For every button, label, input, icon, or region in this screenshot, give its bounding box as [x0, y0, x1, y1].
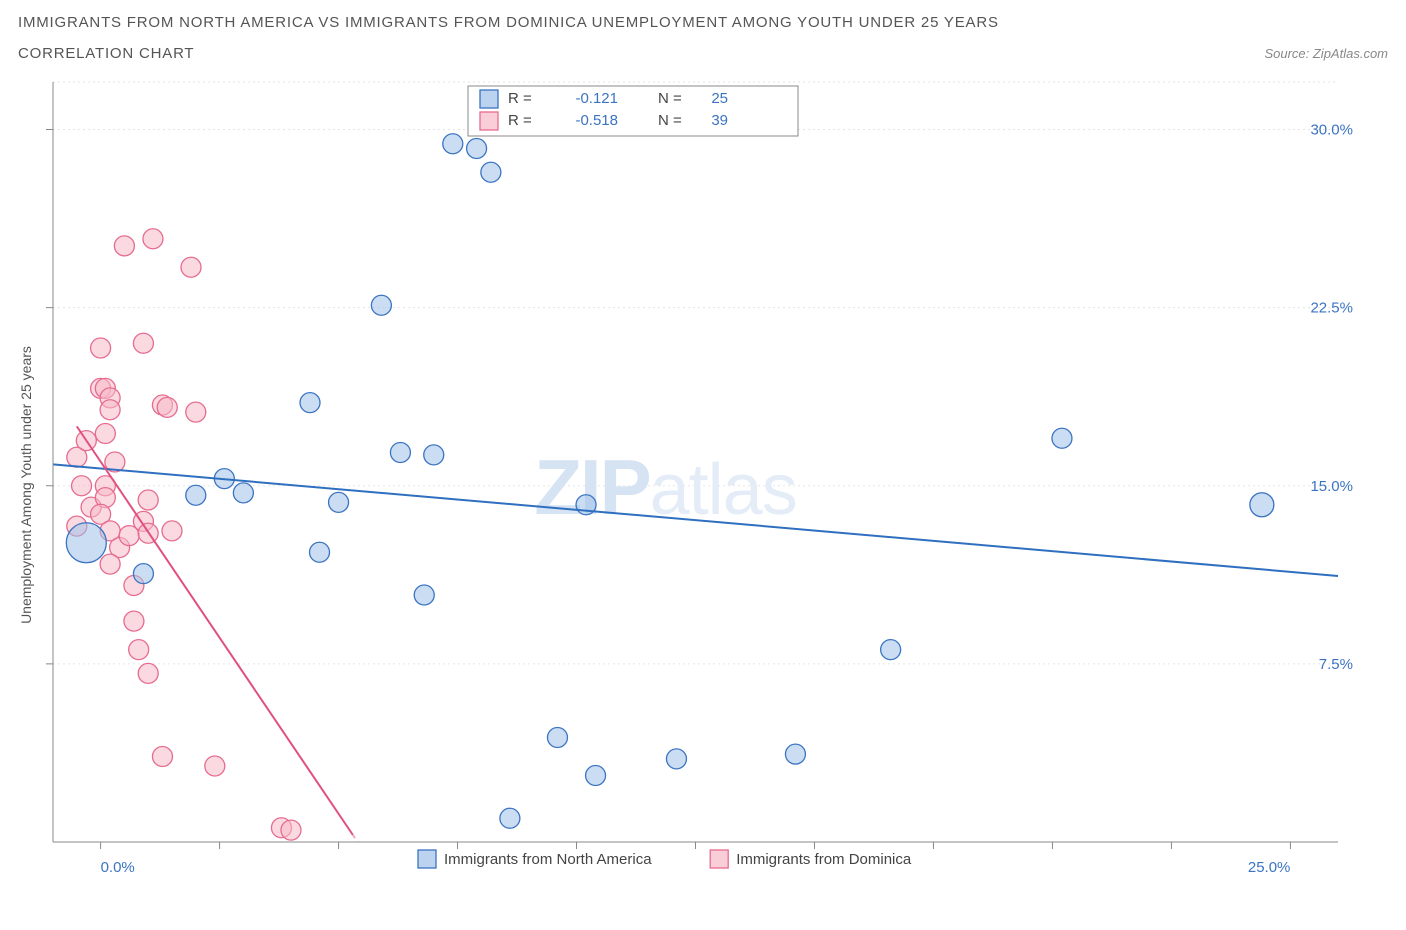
legend-n-label: N = — [658, 112, 682, 129]
chart-title-line1: IMMIGRANTS FROM NORTH AMERICA VS IMMIGRA… — [18, 14, 1388, 31]
scatter-point — [390, 443, 410, 463]
legend-n-value: 25 — [711, 90, 728, 107]
scatter-point — [186, 402, 206, 422]
scatter-point — [329, 492, 349, 512]
scatter-point — [143, 229, 163, 249]
scatter-point — [133, 564, 153, 584]
scatter-point — [72, 476, 92, 496]
scatter-point — [785, 744, 805, 764]
scatter-point — [547, 728, 567, 748]
legend-swatch — [480, 90, 498, 108]
subtitle-row: CORRELATION CHART Source: ZipAtlas.com — [18, 45, 1388, 62]
series-label: Immigrants from Dominica — [736, 851, 912, 868]
y-tick-label: 22.5% — [1310, 300, 1353, 317]
scatter-point — [100, 400, 120, 420]
scatter-point — [157, 397, 177, 417]
source-label: Source: ZipAtlas.com — [1264, 46, 1388, 61]
scatter-point — [300, 393, 320, 413]
legend-r-label: R = — [508, 90, 532, 107]
trend-line-dash — [353, 835, 358, 842]
legend-swatch — [710, 850, 728, 868]
scatter-point — [281, 820, 301, 840]
scatter-point — [138, 490, 158, 510]
scatter-point — [424, 445, 444, 465]
scatter-point — [162, 521, 182, 541]
scatter-point — [100, 554, 120, 574]
scatter-point — [443, 134, 463, 154]
scatter-point — [310, 542, 330, 562]
series-label: Immigrants from North America — [444, 851, 652, 868]
legend-r-label: R = — [508, 112, 532, 129]
scatter-point — [138, 663, 158, 683]
scatter-point — [124, 611, 144, 631]
scatter-point — [1052, 428, 1072, 448]
scatter-point — [666, 749, 686, 769]
scatter-point — [500, 808, 520, 828]
scatter-point — [181, 257, 201, 277]
scatter-point — [233, 483, 253, 503]
legend-n-value: 39 — [711, 112, 728, 129]
scatter-point — [371, 295, 391, 315]
scatter-point — [133, 333, 153, 353]
y-axis-label: Unemployment Among Youth under 25 years — [18, 346, 34, 624]
x-tick-label: 25.0% — [1248, 859, 1291, 876]
scatter-point — [152, 747, 172, 767]
scatter-point — [129, 640, 149, 660]
scatter-point — [467, 139, 487, 159]
scatter-point — [1250, 493, 1274, 517]
chart-title-line2: CORRELATION CHART — [18, 45, 194, 62]
scatter-point — [481, 162, 501, 182]
y-tick-label: 30.0% — [1310, 122, 1353, 139]
scatter-point — [881, 640, 901, 660]
x-tick-label: 0.0% — [101, 859, 135, 876]
scatter-point — [586, 766, 606, 786]
scatter-point — [414, 585, 434, 605]
scatter-point — [186, 485, 206, 505]
legend-r-value: -0.518 — [575, 112, 618, 129]
scatter-point — [205, 756, 225, 776]
y-tick-label: 7.5% — [1319, 656, 1353, 673]
legend-swatch — [480, 112, 498, 130]
legend-swatch — [418, 850, 436, 868]
scatter-point — [66, 523, 106, 563]
scatter-point — [114, 236, 134, 256]
chart-container: Unemployment Among Youth under 25 years … — [18, 72, 1388, 882]
legend-n-label: N = — [658, 90, 682, 107]
y-tick-label: 15.0% — [1310, 478, 1353, 495]
legend-r-value: -0.121 — [575, 90, 618, 107]
scatter-point — [95, 424, 115, 444]
scatter-point — [91, 338, 111, 358]
scatter-chart: ZIPatlas7.5%15.0%22.5%30.0%0.0%25.0%R =-… — [18, 72, 1358, 882]
